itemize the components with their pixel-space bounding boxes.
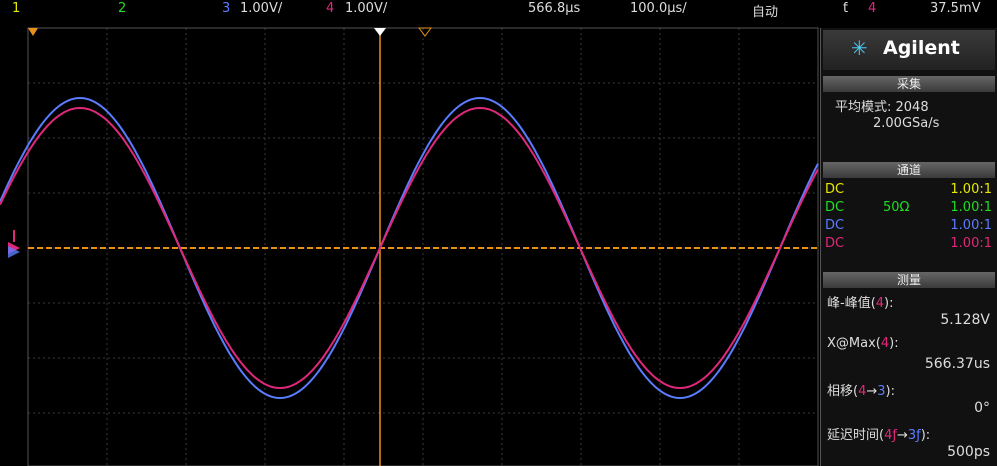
label-part: →: [866, 384, 877, 399]
acquisition-header[interactable]: 采集: [823, 76, 995, 92]
label-part: ):: [921, 428, 930, 443]
label-part: 3ƒ: [908, 428, 921, 443]
time-scale: 100.0µs/: [630, 1, 687, 16]
time-offset: 566.8µs: [528, 1, 580, 16]
label-part: 峰-峰值(: [827, 296, 876, 311]
measurement-label[interactable]: 峰-峰值(4):: [827, 292, 894, 311]
ch2-label[interactable]: 2: [118, 1, 126, 16]
label-part: ):: [889, 336, 898, 351]
brand-box: ✳ Agilent: [823, 30, 995, 70]
label-part: ):: [884, 296, 893, 311]
measurement-label[interactable]: 相移(4→3):: [827, 380, 895, 399]
waveform-display: [0, 20, 820, 466]
label-part: 3: [877, 384, 885, 399]
label-part: 4: [881, 336, 889, 351]
channel-coupling[interactable]: DC: [825, 200, 844, 215]
trigger-mode: 自动: [752, 1, 778, 20]
label-part: 延迟时间(: [827, 428, 884, 443]
channels-header[interactable]: 通道: [823, 162, 995, 178]
side-panel: ✳ Agilent 采集 平均模式: 2048 2.00GSa/s 通道 DC 1…: [820, 28, 997, 466]
label-part: ):: [886, 384, 895, 399]
channel-coupling[interactable]: DC: [825, 218, 844, 233]
measurement-value: 0°: [974, 400, 990, 416]
measurement-value: 500ps: [947, 444, 990, 460]
label-part: 4: [876, 296, 884, 311]
channel-probe: 1.00:1: [950, 182, 992, 197]
brand-logo: ✳: [851, 36, 868, 60]
sample-rate: 2.00GSa/s: [873, 116, 939, 131]
label-part: X@Max(: [827, 336, 881, 351]
trigger-level: 37.5mV: [930, 1, 981, 16]
channel-coupling[interactable]: DC: [825, 182, 844, 197]
measurement-value: 5.128V: [940, 312, 990, 328]
ch3-scale: 1.00V/: [240, 1, 282, 16]
trigger-channel: 4: [868, 1, 876, 16]
label-part: →: [897, 428, 908, 443]
channel-probe: 1.00:1: [950, 218, 992, 233]
oscilloscope-screen: 1 2 3 1.00V/ 4 1.00V/ 566.8µs 100.0µs/ 自…: [0, 0, 997, 466]
measurement-value: 566.37us: [925, 356, 990, 372]
measurement-label[interactable]: X@Max(4):: [827, 336, 899, 351]
brand-name: Agilent: [883, 37, 960, 59]
measurement-label[interactable]: 延迟时间(4ƒ→3ƒ):: [827, 424, 930, 443]
display-bg: [0, 20, 820, 466]
channel-coupling[interactable]: DC: [825, 236, 844, 251]
channel-impedance: 50Ω: [883, 200, 909, 215]
measurements-header[interactable]: 测量: [823, 272, 995, 288]
channel-probe: 1.00:1: [950, 236, 992, 251]
channel-probe: 1.00:1: [950, 200, 992, 215]
ch1-label[interactable]: 1: [12, 1, 20, 16]
acquisition-mode: 平均模式: 2048: [835, 96, 929, 115]
label-part: 相移(: [827, 384, 858, 399]
label-part: 4ƒ: [884, 428, 897, 443]
trigger-symbol: ƭ: [843, 1, 848, 16]
ch4-scale: 1.00V/: [345, 1, 387, 16]
ch4-label[interactable]: 4: [326, 1, 334, 16]
ch3-label[interactable]: 3: [222, 1, 230, 16]
